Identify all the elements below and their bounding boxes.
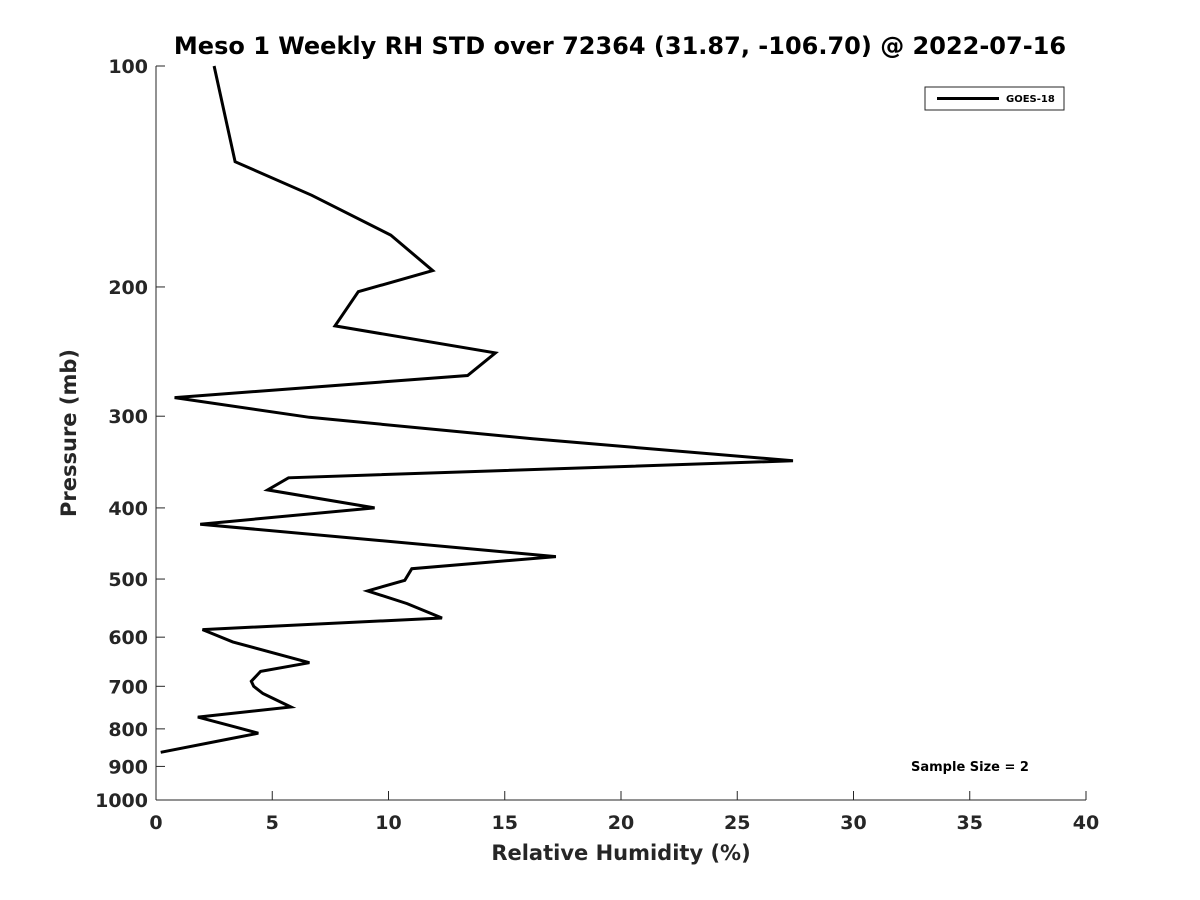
y-tick-label-700: 700 <box>108 676 148 698</box>
y-tick-label-200: 200 <box>108 277 148 299</box>
x-tick-label-20: 20 <box>608 812 634 834</box>
y-tick-label-300: 300 <box>108 406 148 428</box>
x-tick-label-30: 30 <box>840 812 866 834</box>
chart-legend: GOES-18 <box>924 86 1065 111</box>
x-tick-label-25: 25 <box>724 812 750 834</box>
y-tick-group: 100 200 300 400 500 600 700 800 900 1000 <box>95 56 165 812</box>
y-tick-label-800: 800 <box>108 719 148 741</box>
x-tick-label-5: 5 <box>266 812 279 834</box>
x-tick-label-10: 10 <box>375 812 401 834</box>
x-tick-label-0: 0 <box>149 812 162 834</box>
series-line-goes-18 <box>160 65 794 754</box>
x-tick-label-40: 40 <box>1073 812 1099 834</box>
series-layer <box>160 65 794 754</box>
y-tick-label-400: 400 <box>108 498 148 520</box>
x-tick-group: 0 5 10 15 20 25 30 35 40 <box>149 791 1099 834</box>
x-axis-label: Relative Humidity (%) <box>491 841 750 865</box>
y-tick-label-600: 600 <box>108 627 148 649</box>
x-tick-label-15: 15 <box>492 812 518 834</box>
y-tick-label-900: 900 <box>108 756 148 778</box>
legend-label-goes-18: GOES-18 <box>1006 94 1055 105</box>
sample-size-annotation: Sample Size = 2 <box>911 760 1029 775</box>
chart-title: Meso 1 Weekly RH STD over 72364 (31.87, … <box>174 32 1066 60</box>
x-tick-label-35: 35 <box>957 812 983 834</box>
plot-axes <box>155 66 1086 801</box>
y-axis-label: Pressure (mb) <box>57 349 81 517</box>
y-tick-label-1000: 1000 <box>95 790 148 812</box>
y-tick-label-100: 100 <box>108 56 148 78</box>
y-tick-label-500: 500 <box>108 569 148 591</box>
